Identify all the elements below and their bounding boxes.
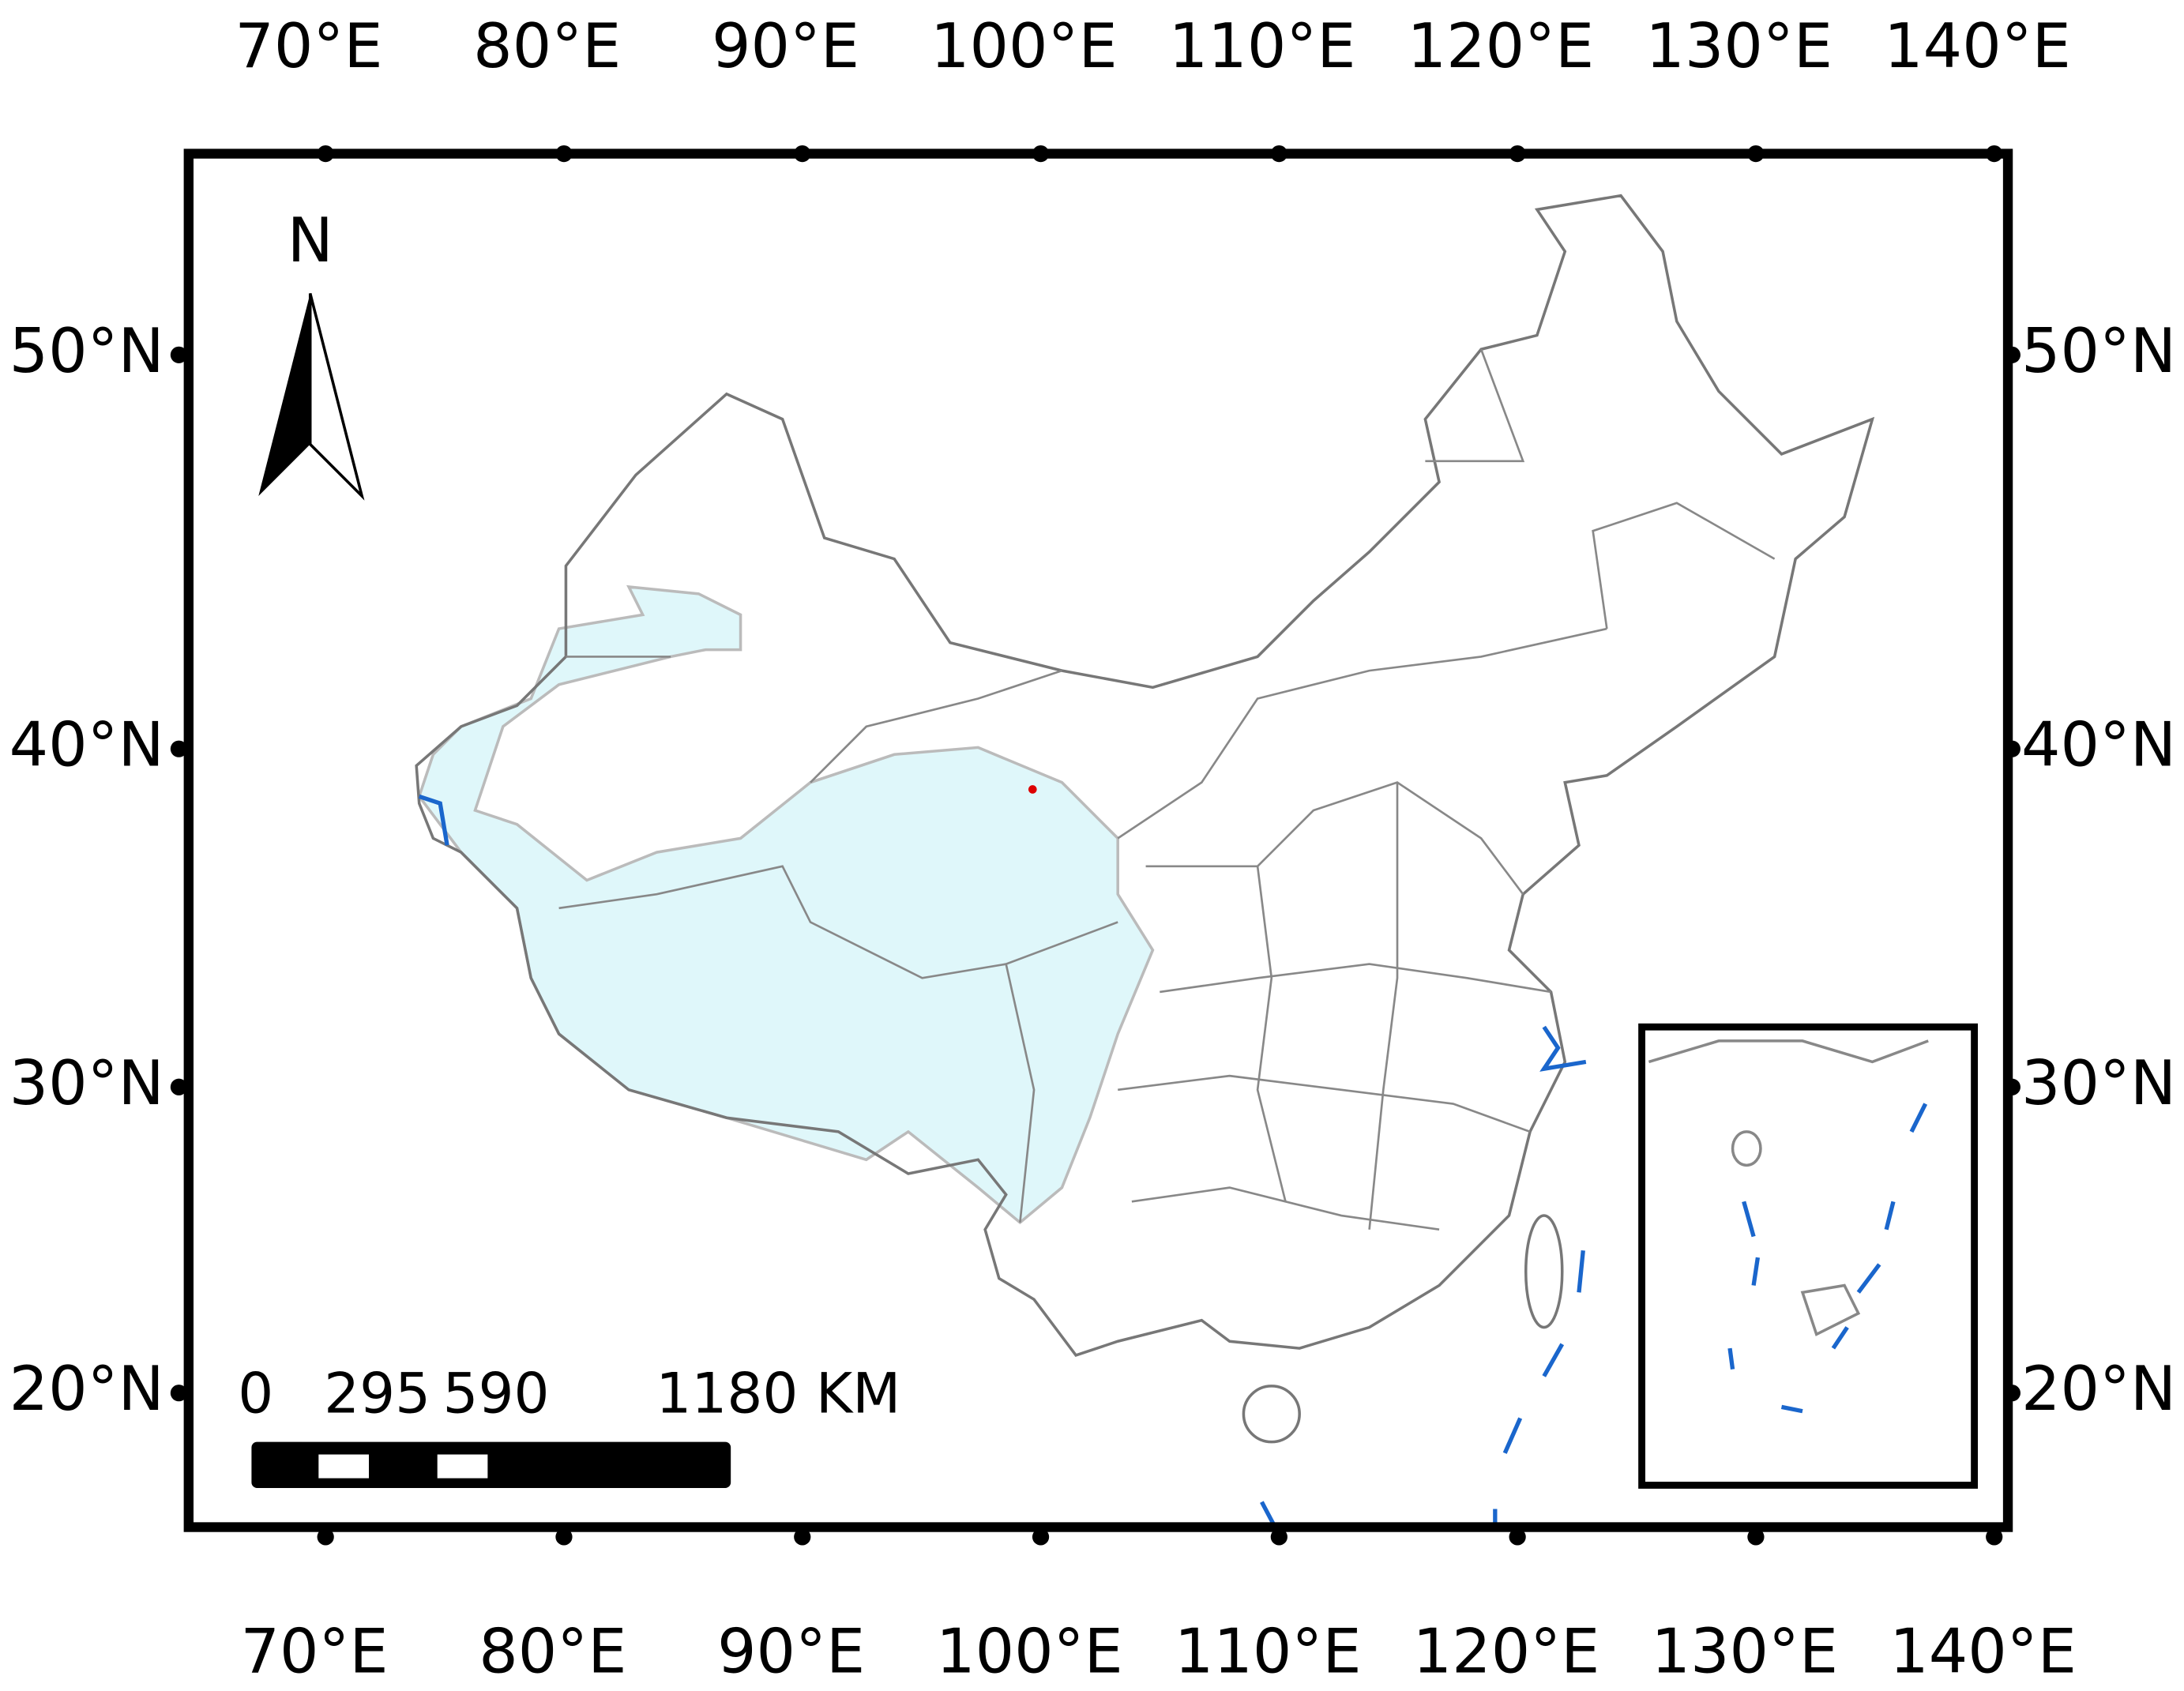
- left-lat-label: 20°N: [9, 1354, 164, 1425]
- boundary-dash: [1260, 1501, 1276, 1527]
- right-lat-label: 40°N: [2021, 710, 2176, 781]
- province-line: [1368, 782, 1399, 1230]
- top-lon-label: 80°E: [473, 11, 621, 82]
- inset-islands: [1800, 1283, 1861, 1336]
- tick-dot: [317, 1528, 334, 1546]
- left-lat-label: 40°N: [9, 710, 164, 781]
- tick-dot: [1509, 145, 1526, 163]
- site-marker: [1028, 785, 1037, 794]
- tick-dot: [1747, 1528, 1765, 1546]
- tick-dot: [2003, 1078, 2020, 1095]
- bottom-lon-label: 110°E: [1175, 1617, 1362, 1688]
- scale-label: 0: [238, 1361, 273, 1426]
- north-arrow-left: [258, 293, 310, 496]
- tick-dot: [2003, 1385, 2020, 1402]
- tick-dot: [2003, 740, 2020, 757]
- top-lon-label: 100°E: [930, 11, 1118, 82]
- inset-content: [1648, 1039, 1929, 1414]
- scale-bar-gap: [318, 1454, 370, 1479]
- tick-dot: [794, 145, 811, 163]
- right-lat-label: 50°N: [2021, 316, 2176, 387]
- tick-dot: [1509, 1528, 1526, 1546]
- bottom-lon-label: 90°E: [717, 1617, 865, 1688]
- tick-dot: [2003, 346, 2020, 363]
- top-lon-label: 110°E: [1169, 11, 1356, 82]
- inset-island: [1731, 1130, 1762, 1167]
- left-lat-label: 30°N: [9, 1048, 164, 1119]
- tick-dot: [555, 1528, 573, 1546]
- map-frame: [183, 148, 2013, 1532]
- country-outline: [415, 194, 1875, 1358]
- tick-dot: [1747, 145, 1765, 163]
- bottom-lon-label: 130°E: [1651, 1617, 1838, 1688]
- province-line: [1256, 866, 1287, 1202]
- scale-label: 590: [442, 1361, 549, 1426]
- province-lines: [558, 348, 1776, 1231]
- tick-dot: [170, 740, 188, 757]
- boundary-dash: [1577, 1249, 1585, 1293]
- bottom-lon-label: 100°E: [936, 1617, 1123, 1688]
- right-lat-label: 20°N: [2021, 1354, 2176, 1425]
- taiwan-island: [1524, 1214, 1564, 1329]
- province-line: [1592, 502, 1776, 629]
- top-lon-label: 120°E: [1408, 11, 1595, 82]
- province-line: [1117, 627, 1607, 840]
- right-lat-label: 30°N: [2021, 1048, 2176, 1119]
- tick-dot: [1986, 145, 2003, 163]
- inset-dashes: [1727, 1103, 1928, 1414]
- province-line: [1118, 1074, 1531, 1133]
- hainan-island: [1242, 1385, 1301, 1444]
- tick-dot: [1270, 145, 1287, 163]
- bottom-lon-label: 140°E: [1889, 1617, 2077, 1688]
- top-lon-label: 70°E: [235, 11, 382, 82]
- boundary-dashes: [418, 794, 1587, 1527]
- inset-frame: [1638, 1023, 1979, 1489]
- bottom-lon-label: 70°E: [240, 1617, 388, 1688]
- boundary-line: [1539, 1025, 1587, 1072]
- scale-bar: [251, 1441, 731, 1488]
- top-lon-label: 140°E: [1884, 11, 2071, 82]
- province-line: [1145, 781, 1524, 895]
- scale-label: 295: [324, 1361, 430, 1426]
- tick-dot: [794, 1528, 811, 1546]
- inset-coast: [1648, 1039, 1929, 1064]
- tick-dot: [170, 1078, 188, 1095]
- tick-dot: [1032, 145, 1050, 163]
- boundary-dash: [1542, 1343, 1565, 1377]
- bottom-lon-label: 120°E: [1413, 1617, 1600, 1688]
- boundary-dash: [1502, 1417, 1523, 1454]
- province-line: [1005, 964, 1036, 1223]
- left-lat-label: 50°N: [9, 316, 164, 387]
- north-label: N: [288, 205, 333, 276]
- province-line: [1160, 963, 1551, 994]
- bottom-lon-label: 80°E: [479, 1617, 626, 1688]
- tick-dot: [1032, 1528, 1050, 1546]
- north-arrow-right: [308, 293, 365, 501]
- scale-bar-gap: [437, 1454, 488, 1479]
- tick-dot: [170, 346, 188, 363]
- top-lon-label: 130°E: [1645, 11, 1833, 82]
- tick-dot: [1270, 1528, 1287, 1546]
- boundary-line: [418, 794, 449, 846]
- tick-dot: [317, 145, 334, 163]
- province-line: [1425, 348, 1525, 463]
- tick-dot: [170, 1385, 188, 1402]
- scale-label: 1180 KM: [656, 1361, 900, 1426]
- province-line: [810, 669, 1062, 783]
- top-lon-label: 90°E: [712, 11, 859, 82]
- tick-dot: [555, 145, 573, 163]
- tick-dot: [1986, 1528, 2003, 1546]
